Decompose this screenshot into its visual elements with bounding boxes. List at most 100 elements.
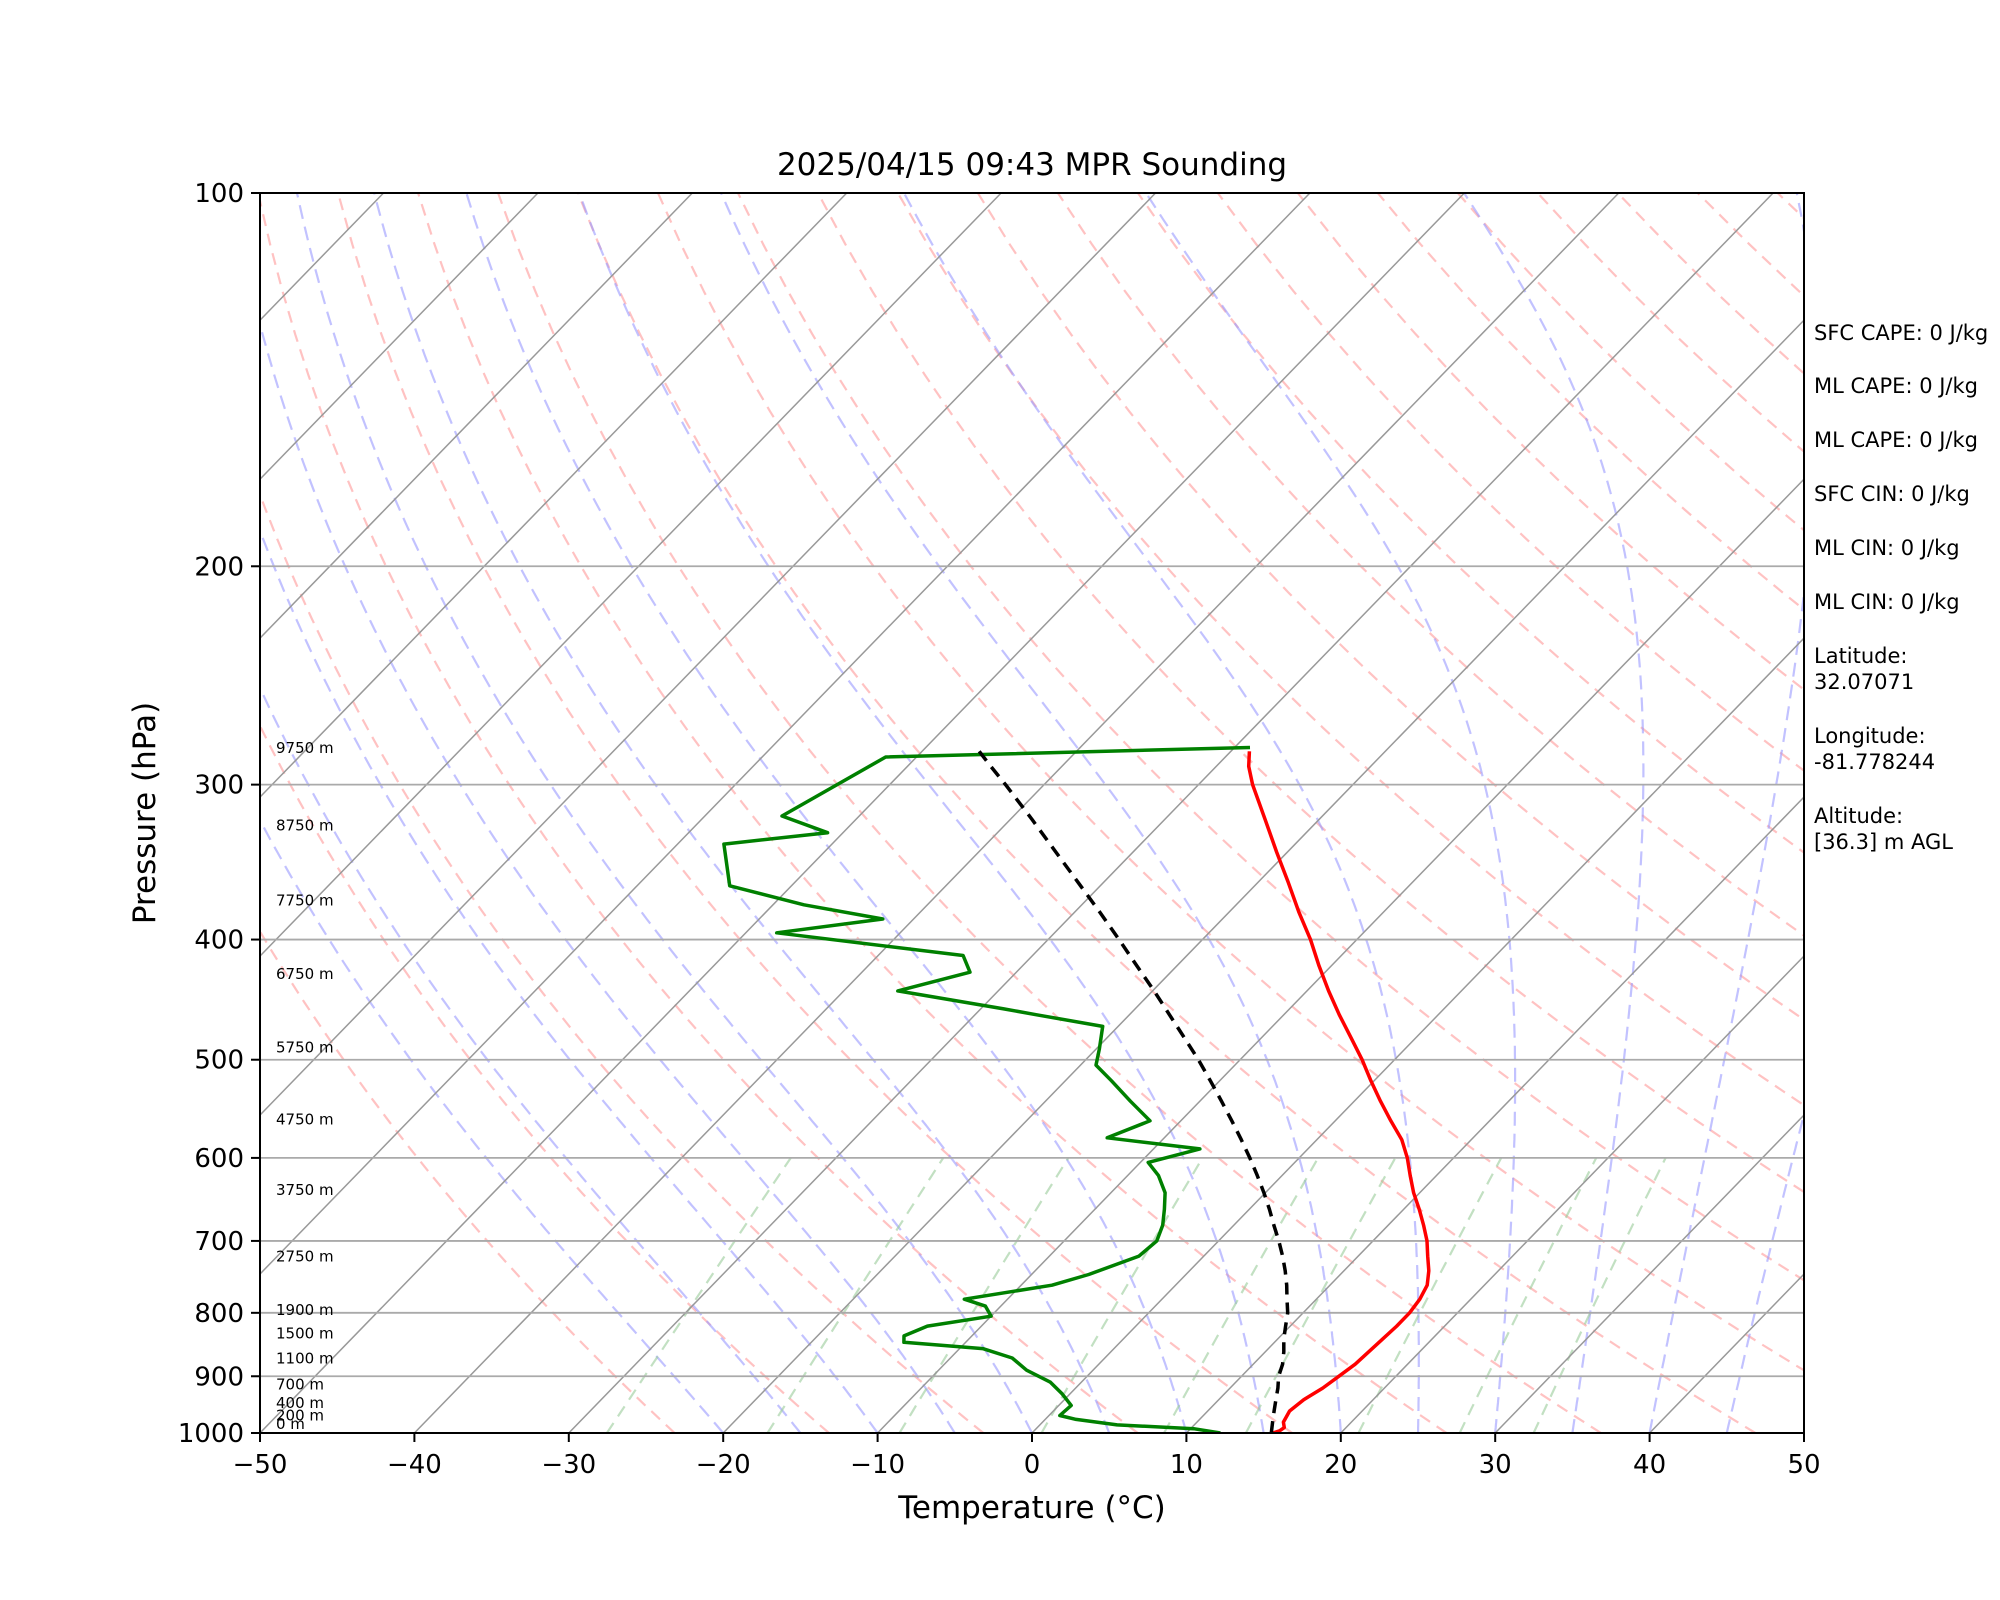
height-label: 3750 m [276, 1181, 334, 1199]
dry-adiabat [656, 193, 1804, 1372]
x-tick-label: −30 [541, 1450, 596, 1480]
x-tick-label: 20 [1324, 1450, 1357, 1480]
moist-adiabat [578, 193, 1265, 1433]
dry-adiabat [497, 193, 1602, 1433]
y-axis-ticks: 100 200 300 400 500 600 700 800 900 1000 [178, 179, 260, 1449]
ml-cin-text: ML CIN: 0 J/kg [1814, 536, 1960, 560]
ml-cape-text-2: ML CAPE: 0 J/kg [1814, 428, 1979, 452]
isotherm [1031, 637, 1804, 1433]
altitude-label: Altitude: [1814, 804, 1904, 828]
x-tick-label: −40 [387, 1450, 442, 1480]
dry-adiabat [337, 193, 1293, 1433]
isotherm [877, 478, 1804, 1433]
isotherm [260, 193, 1157, 1117]
ml-cin-text-2: ML CIN: 0 J/kg [1814, 590, 1960, 614]
sfc-cape-text: SFC CAPE: 0 J/kg [1814, 321, 1989, 345]
isotherm [0, 193, 75, 1433]
chart-title: 2025/04/15 09:43 MPR Sounding [777, 147, 1287, 183]
isotherm [413, 193, 1620, 1433]
height-label: 1500 m [276, 1324, 334, 1342]
dry-adiabat [260, 929, 676, 1433]
dry-adiabat [260, 196, 1139, 1433]
longitude-value: -81.778244 [1814, 750, 1936, 774]
y-axis-label: Pressure (hPa) [127, 702, 163, 924]
temperature-line [1246, 751, 1431, 1433]
dry-adiabat [817, 193, 1804, 1194]
dry-adiabat [976, 193, 1804, 1022]
latitude-value: 32.07071 [1814, 670, 1915, 694]
moist-adiabat [260, 320, 956, 1433]
isotherm [260, 193, 1465, 1433]
x-tick-label: 40 [1633, 1450, 1666, 1480]
ml-cape-text: ML CAPE: 0 J/kg [1814, 374, 1979, 398]
background-lines [0, 193, 1804, 1433]
dry-adiabat [896, 193, 1804, 1107]
moist-adiabat [260, 685, 802, 1433]
mixing-ratio-line [1163, 1157, 1320, 1433]
dry-adiabat [260, 491, 985, 1433]
isotherm [722, 319, 1804, 1433]
y-tick-label: 800 [194, 1299, 244, 1329]
moist-adiabat [720, 193, 1342, 1433]
x-tick-label: −50 [233, 1450, 288, 1480]
dry-adiabat [1296, 193, 1804, 692]
isotherm [568, 193, 1774, 1433]
moist-adiabat [295, 193, 1033, 1433]
isotherm [260, 193, 539, 481]
sfc-cin-text: SFC CIN: 0 J/kg [1814, 482, 1970, 506]
height-label: 7750 m [276, 892, 334, 910]
x-axis-ticks: −50 −40 −30 −20 −10 0 10 20 30 40 50 [233, 1433, 1821, 1480]
longitude-label: Longitude: [1814, 724, 1926, 748]
height-label: 1900 m [276, 1301, 334, 1319]
isotherm [1340, 955, 1804, 1433]
dry-adiabat [737, 193, 1804, 1282]
isotherm [1185, 796, 1804, 1433]
moist-adiabat [373, 193, 1111, 1433]
sounding-lines [722, 745, 1431, 1433]
height-label: 700 m [276, 1376, 324, 1394]
height-label: 6750 m [276, 965, 334, 983]
y-tick-label: 400 [194, 926, 244, 956]
parcel-line [977, 750, 1290, 1433]
isotherm [260, 193, 693, 640]
x-tick-label: 30 [1479, 1450, 1512, 1480]
moist-adiabat [260, 817, 725, 1433]
height-label: 200 m [276, 1407, 324, 1425]
height-label: 4750 m [276, 1110, 334, 1128]
moist-adiabat [1648, 193, 1804, 1433]
moist-adiabat [1725, 1110, 1804, 1433]
isotherm [260, 193, 848, 799]
height-label: 400 m [276, 1394, 324, 1412]
mixing-ratio-line [1458, 1157, 1598, 1433]
x-axis-label: Temperature (°C) [897, 1490, 1166, 1526]
mixing-ratio-line [1532, 1157, 1667, 1433]
dry-adiabat [417, 193, 1448, 1433]
dry-adiabat [576, 193, 1756, 1433]
height-label: 9750 m [276, 739, 334, 757]
dry-adiabat [260, 723, 830, 1433]
y-tick-label: 900 [194, 1362, 244, 1392]
moist-adiabat [1145, 193, 1517, 1433]
y-tick-label: 300 [194, 771, 244, 801]
y-tick-label: 500 [194, 1046, 244, 1076]
y-tick-label: 1000 [178, 1419, 244, 1449]
height-label: 0 m [276, 1415, 305, 1433]
height-label: 5750 m [276, 1038, 334, 1056]
isotherm [260, 193, 1002, 958]
x-tick-label: 10 [1170, 1450, 1203, 1480]
dewpoint-line [722, 745, 1251, 1433]
moist-adiabat [1463, 193, 1645, 1433]
mixing-ratio-line [1040, 1157, 1204, 1433]
y-tick-label: 700 [194, 1227, 244, 1257]
mixing-ratio-line [1244, 1157, 1397, 1433]
height-label: 1100 m [276, 1349, 334, 1367]
isotherm [260, 193, 1311, 1276]
altitude-value: [36.3] m AGL [1814, 830, 1953, 854]
x-tick-label: −20 [696, 1450, 751, 1480]
x-tick-label: 50 [1787, 1450, 1820, 1480]
y-tick-label: 100 [194, 179, 244, 209]
height-label: 8750 m [276, 817, 334, 835]
latitude-label: Latitude: [1814, 644, 1908, 668]
